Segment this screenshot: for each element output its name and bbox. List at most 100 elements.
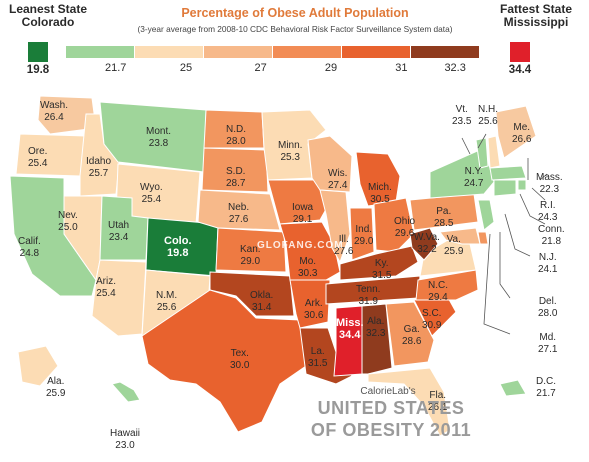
- state-abbr: N.Y.: [464, 166, 483, 177]
- state-abbr: N.C.: [428, 280, 448, 291]
- state-label: Utah 23.4: [108, 220, 129, 243]
- state-abbr: D.C.: [536, 376, 556, 387]
- state-abbr: Vt.: [455, 104, 468, 115]
- state-label: N.D. 28.0: [226, 124, 246, 147]
- title-line-2: OF OBESITY 2011: [310, 420, 472, 440]
- fattest-swatch: [510, 42, 530, 62]
- us-map: [9, 95, 548, 437]
- legend-color-step: [66, 46, 135, 58]
- state-label: Conn. 21.8: [538, 224, 565, 247]
- state-value: 25.4: [28, 157, 48, 169]
- leader-line-nj: [504, 213, 531, 257]
- state-value: 31.9: [358, 295, 378, 307]
- state-label: Va. 25.9: [444, 234, 463, 257]
- state-abbr: Mass.: [536, 172, 563, 183]
- state-abbr: Ala.: [367, 316, 385, 327]
- state-value: 23.5: [452, 115, 472, 127]
- title-line-1: UNITED STATES: [317, 398, 465, 418]
- state-region: [495, 105, 537, 159]
- state-value: 25.7: [88, 167, 109, 179]
- leader-line-md: [483, 233, 511, 335]
- state-label: Ore. 25.4: [28, 146, 47, 169]
- state-region: [415, 269, 479, 301]
- fattest-title-label: Fattest State: [499, 2, 573, 16]
- state-value: 28.6: [402, 335, 422, 347]
- state-value: 23.8: [148, 137, 169, 149]
- state-abbr: Calif.: [18, 236, 41, 247]
- state-label: Del. 28.0: [538, 296, 557, 319]
- state-value: 26.6: [512, 133, 532, 145]
- leader-line-del: [499, 232, 511, 299]
- state-label: Wis. 27.4: [328, 168, 347, 191]
- state-abbr: Okla.: [250, 290, 274, 301]
- state-region: [349, 207, 375, 261]
- state-abbr: Ore.: [28, 146, 48, 157]
- state-value: 26.1: [428, 401, 448, 413]
- state-label: Nev. 25.0: [58, 210, 78, 233]
- legend-tick-label: 32.3: [444, 62, 466, 74]
- state-abbr: Md.: [539, 332, 557, 343]
- state-value: 25.9: [444, 245, 464, 257]
- state-value: 25.6: [478, 115, 498, 127]
- state-value: 30.0: [230, 359, 250, 371]
- fattest-value: 34.4: [508, 64, 532, 76]
- state-labels: Wash. 26.4 Ore. 25.4 Calif. 24.8 Idaho 25.7 Nev.…: [0, 84, 589, 462]
- state-value: 21.8: [541, 235, 562, 247]
- state-value: 30.6: [304, 309, 324, 321]
- state-region: [201, 147, 269, 193]
- legend-tick-label: 25: [179, 62, 193, 74]
- state-label: La. 31.5: [308, 346, 327, 369]
- state-value: 29.0: [240, 255, 261, 267]
- state-abbr: Ohio: [394, 216, 416, 227]
- state-value: 31.5: [308, 357, 328, 369]
- state-label: Ky. 31.5: [372, 258, 391, 281]
- state-abbr: S.D.: [226, 166, 246, 177]
- state-label: Vt. 23.5: [452, 104, 471, 127]
- state-value: 26.4: [44, 111, 64, 123]
- state-label: Okla. 31.4: [250, 290, 273, 313]
- state-label: Ind. 29.0: [354, 224, 373, 247]
- state-label: Neb. 27.6: [228, 202, 249, 225]
- state-label: Wyo. 25.4: [140, 182, 163, 205]
- state-abbr: Wis.: [328, 168, 348, 179]
- state-region: [489, 165, 527, 181]
- state-abbr: Nev.: [58, 210, 78, 221]
- state-region: [499, 379, 527, 397]
- state-region: [333, 305, 363, 377]
- state-label: W.Va. 32.2: [414, 232, 440, 255]
- state-region: [215, 227, 287, 273]
- watermark-text: GLOFANG.COM: [257, 240, 344, 251]
- state-region: [429, 147, 495, 199]
- state-value: 24.3: [538, 211, 558, 223]
- state-region: [339, 245, 419, 281]
- state-region: [279, 221, 341, 281]
- state-region: [289, 279, 331, 329]
- state-label: Mont. 23.8: [146, 126, 171, 149]
- state-abbr: Utah: [108, 220, 130, 231]
- state-label: Minn. 25.3: [278, 140, 302, 163]
- state-value: 27.6: [334, 245, 354, 257]
- state-label: N.C. 29.4: [428, 280, 448, 303]
- state-abbr: Ill.: [338, 234, 349, 245]
- state-label: Ala. 32.3: [366, 316, 385, 339]
- state-value: 32.2: [417, 243, 437, 255]
- state-abbr: Conn.: [538, 224, 565, 235]
- state-label: Fla. 26.1: [428, 390, 447, 413]
- state-value: 25.6: [156, 301, 177, 313]
- state-value: 30.3: [298, 267, 318, 279]
- state-label: Ohio 29.6: [394, 216, 415, 239]
- state-label: S.C. 30.9: [422, 308, 441, 331]
- legend-tick-label: 29: [324, 62, 338, 74]
- state-region: [373, 197, 415, 253]
- state-value: 34.4: [339, 328, 361, 341]
- state-abbr: Ind.: [355, 224, 373, 235]
- state-abbr: Ga.: [403, 324, 420, 335]
- state-abbr: N.J.: [538, 252, 557, 263]
- state-value: 25.3: [280, 151, 300, 163]
- state-value: 29.4: [428, 291, 448, 303]
- state-label: S.D. 28.7: [226, 166, 245, 189]
- state-label: R.I. 24.3: [538, 200, 557, 223]
- state-abbr: Fla.: [429, 390, 447, 401]
- state-value: 28.0: [226, 135, 246, 147]
- state-abbr: Ky.: [374, 258, 389, 269]
